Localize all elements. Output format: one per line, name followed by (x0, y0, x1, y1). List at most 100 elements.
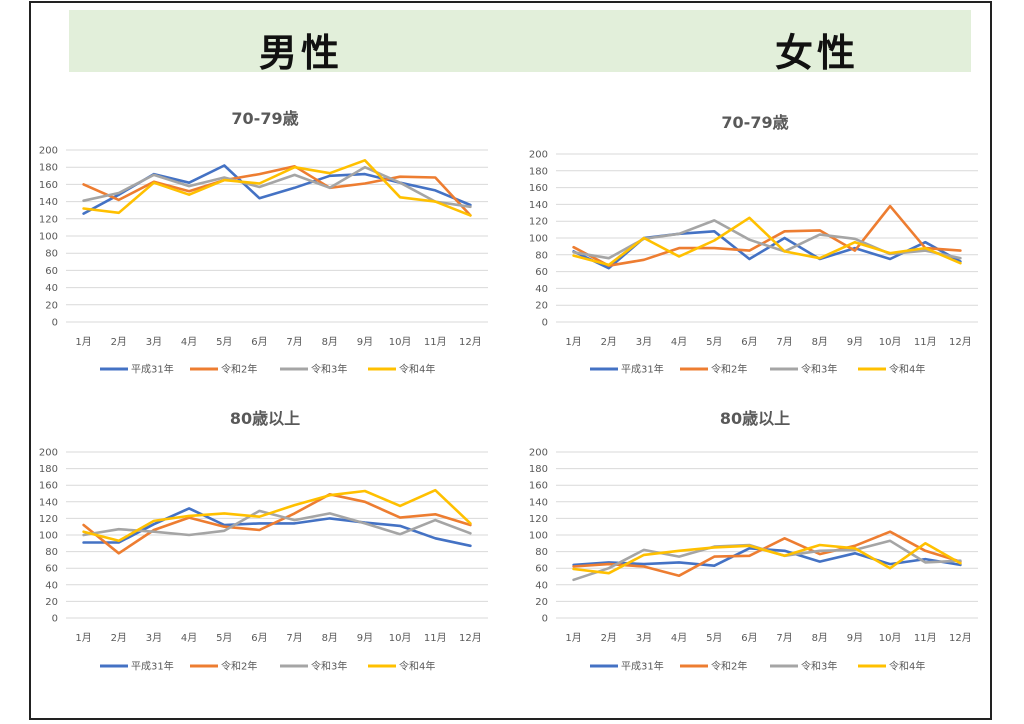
chart-male-80-plus: 80歳以上 0 20 40 60 80 100 120 140 160 180 200 1月 2月 3月 4月… (39, 409, 488, 673)
chart-title: 80歳以上 (720, 409, 790, 428)
series-line-3 (82, 165, 472, 209)
x-tick-label: 5月 (216, 632, 232, 644)
x-tick-label: 1月 (565, 336, 581, 348)
x-tick-label: 8月 (812, 336, 828, 348)
legend-label: 平成31年 (131, 363, 174, 376)
x-tick-label: 12月 (459, 336, 482, 348)
legend-item: 平成31年 (100, 363, 174, 376)
x-tick-label: 5月 (216, 336, 232, 348)
legend-item: 平成31年 (590, 660, 664, 673)
y-tick-label: 180 (529, 464, 548, 475)
legend-label: 令和3年 (801, 363, 837, 376)
y-tick-label: 100 (39, 232, 58, 243)
x-tick-label: 9月 (357, 336, 373, 348)
y-tick-label: 0 (542, 614, 548, 625)
y-tick-label: 60 (535, 267, 548, 278)
y-tick-label: 40 (45, 580, 58, 591)
x-tick-label: 7月 (776, 336, 792, 348)
x-tick-label: 6月 (251, 336, 267, 348)
y-tick-label: 20 (535, 301, 548, 312)
legend-label: 令和4年 (889, 660, 925, 673)
y-tick-label: 160 (529, 183, 548, 194)
series-line-2 (572, 530, 962, 577)
y-tick-label: 160 (529, 481, 548, 492)
chart-female-70-79: 70-79歳 0 20 40 60 80 100 120 140 160 180 200 1月 2月 3月 4… (529, 113, 978, 376)
x-tick-label: 10月 (389, 336, 412, 348)
legend-label: 令和2年 (711, 660, 747, 673)
series-line-2 (82, 493, 472, 555)
x-tick-label: 8月 (322, 632, 338, 644)
legend-item: 令和2年 (190, 660, 257, 673)
x-tick-label: 8月 (812, 632, 828, 644)
x-tick-label: 4月 (181, 632, 197, 644)
y-tick-label: 140 (39, 497, 58, 508)
series-line-4 (572, 216, 962, 267)
legend-label: 令和4年 (889, 363, 925, 376)
legend-item: 令和2年 (680, 363, 747, 376)
legend-item: 令和3年 (280, 660, 347, 673)
y-tick-label: 120 (39, 514, 58, 525)
x-tick-label: 1月 (75, 336, 91, 348)
x-tick-label: 1月 (75, 632, 91, 644)
x-tick-label: 3月 (146, 336, 162, 348)
section-label-male: 男性 (259, 31, 344, 75)
x-tick-label: 12月 (949, 336, 972, 348)
x-tick-label: 11月 (914, 632, 937, 644)
x-tick-label: 3月 (636, 632, 652, 644)
series-line-1 (82, 507, 472, 548)
y-tick-label: 180 (529, 166, 548, 177)
y-tick-label: 180 (39, 163, 58, 174)
y-tick-label: 40 (535, 580, 548, 591)
y-tick-label: 0 (52, 318, 58, 329)
x-tick-label: 7月 (776, 632, 792, 644)
x-tick-label: 4月 (671, 632, 687, 644)
legend-item: 令和4年 (368, 660, 435, 673)
y-tick-label: 100 (529, 234, 548, 245)
x-tick-label: 9月 (847, 336, 863, 348)
x-tick-label: 7月 (286, 632, 302, 644)
x-tick-label: 9月 (357, 632, 373, 644)
legend-label: 令和3年 (311, 660, 347, 673)
legend-item: 令和3年 (770, 660, 837, 673)
legend-label: 令和2年 (711, 363, 747, 376)
y-tick-label: 140 (529, 497, 548, 508)
chart-title: 70-79歳 (231, 109, 298, 128)
series-line-4 (82, 158, 472, 217)
x-tick-label: 7月 (286, 336, 302, 348)
y-tick-label: 160 (39, 180, 58, 191)
legend-item: 令和4年 (858, 363, 925, 376)
x-tick-label: 6月 (741, 632, 757, 644)
series-line-2 (82, 165, 472, 217)
y-tick-label: 160 (39, 481, 58, 492)
y-tick-label: 120 (529, 217, 548, 228)
legend-item: 令和3年 (770, 363, 837, 376)
x-tick-label: 10月 (879, 336, 902, 348)
page-frame (29, 1, 992, 720)
x-tick-label: 5月 (706, 632, 722, 644)
x-tick-label: 11月 (424, 632, 447, 644)
x-tick-label: 6月 (741, 336, 757, 348)
y-tick-label: 140 (39, 197, 58, 208)
x-tick-label: 10月 (879, 632, 902, 644)
legend-item: 令和2年 (190, 363, 257, 376)
legend-item: 令和4年 (858, 660, 925, 673)
legend-label: 令和2年 (221, 363, 257, 376)
x-tick-label: 12月 (459, 632, 482, 644)
legend-label: 平成31年 (131, 660, 174, 673)
legend-label: 令和2年 (221, 660, 257, 673)
chart-male-70-79: 70-79歳 0 20 40 60 80 100 120 140 160 180 200 1月 2月 3月 4… (39, 109, 488, 376)
legend-item: 令和3年 (280, 363, 347, 376)
legend-item: 平成31年 (100, 660, 174, 673)
series-line-3 (82, 509, 472, 537)
chart-title: 70-79歳 (721, 113, 788, 132)
y-tick-label: 80 (535, 250, 548, 261)
legend-label: 令和3年 (801, 660, 837, 673)
chart-title: 80歳以上 (230, 409, 300, 428)
series-line-2 (572, 204, 962, 267)
x-tick-label: 2月 (111, 336, 127, 348)
y-tick-label: 140 (529, 200, 548, 211)
y-tick-label: 100 (529, 531, 548, 542)
y-tick-label: 0 (542, 318, 548, 329)
y-tick-label: 60 (45, 266, 58, 277)
y-tick-label: 120 (39, 214, 58, 225)
